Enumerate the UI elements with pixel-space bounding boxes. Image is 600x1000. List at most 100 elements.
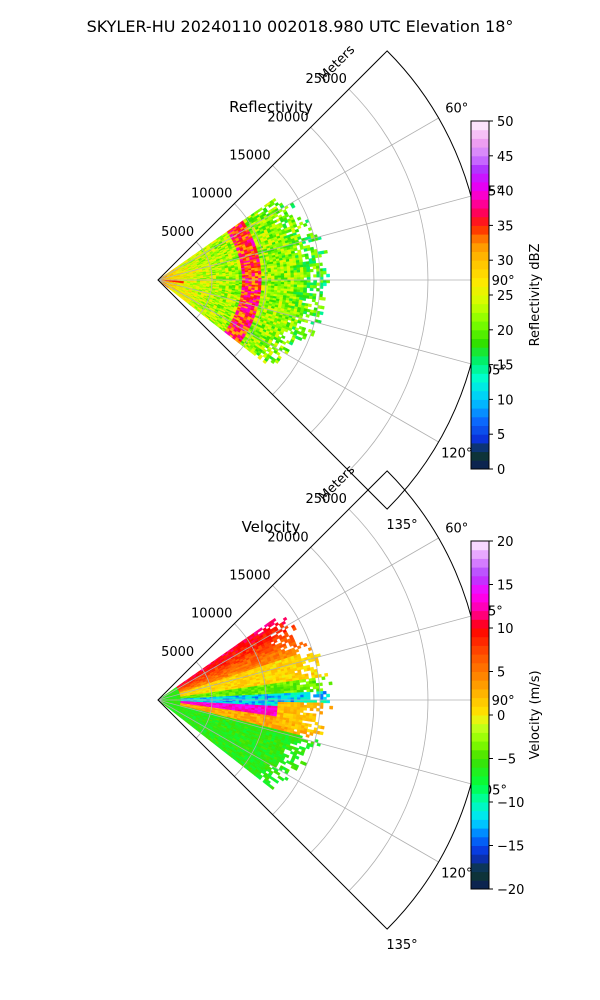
data-cell (316, 271, 321, 275)
data-cell (306, 282, 311, 286)
data-cell (298, 641, 304, 646)
data-cell (277, 695, 282, 699)
data-cell (306, 279, 311, 283)
data-cell (287, 692, 292, 696)
data-cell (271, 197, 277, 203)
data-cell (274, 202, 280, 207)
data-cell (287, 282, 291, 285)
colorbar-segment (471, 434, 489, 444)
data-cell (290, 267, 294, 271)
data-cell (290, 270, 295, 274)
colorbar-segment (471, 312, 489, 322)
data-cell (281, 340, 287, 345)
colorbar-segment (471, 181, 489, 192)
data-cell (284, 695, 288, 699)
colorbar-segment (471, 416, 489, 426)
data-cell (293, 687, 298, 691)
data-cell (293, 274, 298, 278)
data-cell (313, 285, 317, 289)
data-cell (326, 273, 330, 278)
colorbar-tick-label: 20 (497, 324, 514, 339)
data-cell (293, 247, 298, 252)
data-cell (312, 265, 317, 270)
data-cell (296, 287, 301, 291)
data-cell (283, 688, 288, 692)
data-cell (277, 275, 282, 279)
data-cell (281, 335, 286, 340)
colorbar-segment (471, 268, 489, 279)
colorbar-segment (471, 303, 489, 313)
data-cell (323, 249, 328, 254)
data-cell (235, 696, 240, 699)
data-cell (296, 687, 301, 691)
colorbar-segment (471, 277, 489, 287)
colorbar-segment (471, 147, 489, 157)
colorbar-segment (471, 260, 489, 270)
data-cell (321, 676, 326, 681)
data-cell (241, 276, 246, 279)
colorbar-segment (471, 399, 489, 409)
data-cell (311, 298, 316, 303)
data-cell (264, 693, 269, 697)
data-cell (293, 685, 298, 689)
colorbar-tick-label: 50 (497, 115, 514, 130)
data-cell (302, 297, 307, 301)
data-cell (293, 272, 298, 276)
data-cell (300, 284, 304, 288)
data-cell (290, 282, 295, 285)
data-cell (313, 279, 318, 284)
data-cell (313, 282, 317, 286)
data-cell (290, 275, 295, 278)
data-cell (290, 272, 295, 276)
data-cell (274, 622, 280, 627)
data-cell (298, 679, 303, 683)
data-cell (287, 690, 291, 694)
data-cell (328, 681, 333, 686)
data-cell (296, 269, 301, 273)
colorbar-segment (471, 129, 489, 139)
colorbar-segment (471, 251, 489, 261)
data-cell (235, 276, 240, 279)
data-cell (296, 284, 301, 288)
data-cell (296, 692, 301, 696)
data-cell (299, 269, 304, 273)
colorbar-tick-label: 25 (497, 289, 514, 304)
data-cell (315, 262, 320, 267)
colorbar-segment (471, 364, 489, 374)
data-cell (296, 694, 301, 698)
data-cell (293, 282, 298, 286)
data-cell (303, 274, 308, 278)
data-cell (248, 276, 253, 279)
data-cell (312, 685, 317, 690)
data-cell (293, 692, 298, 696)
data-cell (320, 305, 325, 310)
colorbar-tick-label: 35 (497, 219, 514, 234)
data-cell (284, 281, 288, 285)
data-cell (264, 275, 269, 279)
data-cell (293, 270, 298, 274)
data-cell (258, 694, 262, 697)
data-cell (294, 228, 300, 233)
data-cell (309, 683, 314, 687)
colorbar-segment (471, 329, 489, 339)
data-cell (290, 204, 296, 209)
colorbar-segment (471, 286, 489, 296)
data-cell (305, 295, 310, 299)
colorbar-segment (471, 199, 489, 209)
data-cell (261, 274, 266, 277)
data-field (159, 197, 330, 365)
data-cell (309, 282, 314, 286)
data-cell (302, 686, 307, 691)
colorbar-segment (471, 138, 489, 148)
data-cell (293, 694, 298, 698)
data-cell (271, 275, 275, 279)
data-cell (274, 695, 279, 699)
data-cell (312, 263, 317, 267)
data-cell (315, 265, 320, 270)
data-cell (300, 692, 304, 696)
colorbar-tick-label: 15 (497, 359, 514, 374)
data-cell (296, 689, 301, 693)
data-cell (322, 690, 327, 695)
data-cell (309, 287, 314, 292)
data-cell (306, 269, 311, 273)
